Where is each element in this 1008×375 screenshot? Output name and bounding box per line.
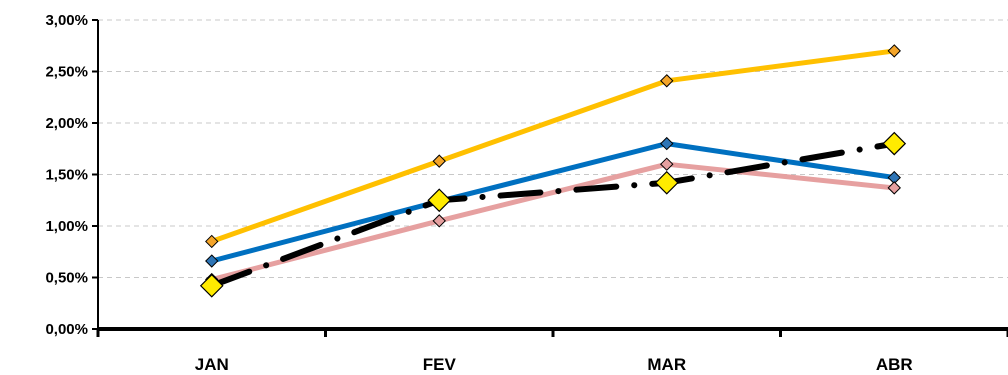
y-tick-label: 2,00% — [45, 115, 88, 132]
x-tick-label: MAR — [647, 355, 686, 374]
axis-labels: 0,00% 0,50% 1,00% 1,50% 2,00% 2,50% 3,00% JAN FE… — [45, 12, 912, 374]
x-tick-label: JAN — [195, 355, 229, 374]
y-tick-label: 0,00% — [45, 321, 88, 338]
gridlines — [98, 19, 1008, 278]
data-point — [427, 188, 452, 213]
series-line — [208, 140, 898, 289]
series-line — [211, 141, 895, 264]
data-point — [660, 157, 674, 171]
data-point — [432, 154, 446, 168]
axes — [92, 19, 1008, 337]
series-group — [199, 44, 907, 298]
data-point — [882, 131, 907, 156]
y-tick-label: 3,00% — [45, 12, 88, 29]
y-tick-label: 2,50% — [45, 64, 88, 81]
data-point — [205, 254, 219, 268]
data-point — [660, 74, 674, 88]
data-point — [205, 234, 219, 249]
data-point — [199, 273, 224, 298]
series-line — [211, 161, 895, 283]
data-point — [432, 214, 446, 228]
y-tick-label: 1,50% — [45, 167, 88, 184]
data-point — [887, 181, 901, 195]
y-tick-label: 1,00% — [45, 218, 88, 235]
x-tick-label: ABR — [876, 355, 913, 374]
data-point — [660, 136, 674, 151]
data-point — [654, 170, 679, 195]
x-tick-label: FEV — [423, 355, 457, 374]
series-line — [210, 48, 895, 244]
data-point — [887, 44, 901, 58]
y-tick-label: 0,50% — [45, 270, 88, 287]
